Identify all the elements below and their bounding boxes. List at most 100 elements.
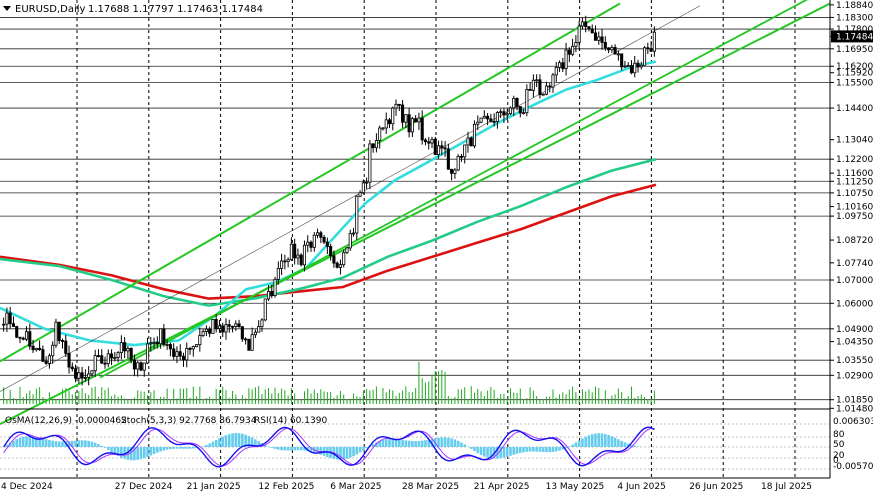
- candle-body: [649, 48, 653, 52]
- candle-body: [44, 360, 48, 364]
- candle-body: [162, 328, 166, 346]
- price-label: 1.17800: [836, 25, 873, 35]
- candle-body: [384, 119, 388, 129]
- candle-body: [476, 121, 480, 125]
- candle-body: [289, 243, 293, 261]
- candle-body: [515, 98, 519, 107]
- candle-body: [195, 344, 199, 348]
- candle-body: [5, 312, 9, 325]
- price-label: 1.01480: [836, 404, 873, 414]
- candle-body: [587, 26, 591, 30]
- candle-body: [557, 62, 562, 68]
- ind-level-80: 80: [833, 430, 845, 440]
- price-label: 1.15920: [836, 69, 873, 79]
- candle-body: [440, 145, 444, 149]
- stoch-main-line: [3, 426, 655, 468]
- candle-body: [391, 107, 395, 125]
- candle-body: [221, 325, 225, 333]
- candle-body: [77, 372, 81, 379]
- candle-body: [446, 148, 450, 170]
- candle-body: [302, 244, 307, 266]
- candle-body: [652, 31, 656, 52]
- candle-body: [433, 138, 437, 155]
- candle-body: [499, 111, 503, 114]
- candle-body: [152, 341, 156, 344]
- candle-body: [613, 47, 617, 55]
- price-label: 1.04900: [836, 325, 873, 335]
- candle-body: [623, 65, 627, 68]
- candle-body: [38, 347, 42, 351]
- candle-body: [208, 328, 212, 334]
- candle-body: [387, 119, 392, 125]
- candle-body: [584, 21, 588, 27]
- collapse-triangle-icon[interactable]: [3, 6, 11, 11]
- time-label: 21 Jan 2025: [187, 482, 241, 492]
- candle-body: [518, 106, 522, 114]
- price-label: 1.04350: [836, 338, 873, 348]
- candle-body: [574, 42, 578, 47]
- candle-body: [113, 357, 117, 359]
- candle-body: [371, 143, 375, 149]
- candle-body: [342, 252, 346, 266]
- candle-body: [175, 351, 179, 357]
- candle-body: [299, 254, 303, 266]
- ma-line-green: [0, 157, 657, 307]
- horizontal-levels: [0, 17, 830, 401]
- time-label: 26 Jun 2025: [689, 482, 743, 492]
- candle-body: [266, 290, 271, 300]
- candle-body: [643, 47, 647, 66]
- price-label: 1.11600: [836, 169, 873, 179]
- candle-body: [554, 67, 558, 76]
- candle-body: [453, 169, 457, 174]
- candle-body: [525, 89, 529, 114]
- time-label: 6 Mar 2025: [330, 482, 381, 492]
- candle-body: [482, 115, 486, 119]
- candle-body: [397, 103, 401, 106]
- candle-body: [541, 93, 545, 96]
- candle-body: [159, 328, 163, 345]
- price-label: 1.14400: [836, 104, 873, 114]
- candle-body: [620, 53, 624, 68]
- price-label: 1.16200: [836, 62, 873, 72]
- ind-axis-bottom: -0.005702: [833, 462, 873, 472]
- candle-body: [106, 353, 110, 365]
- price-label: 1.06000: [836, 299, 873, 309]
- time-label: 27 Dec 2024: [115, 482, 173, 492]
- candle-body: [603, 42, 607, 49]
- candle-body: [365, 181, 369, 184]
- candle-body: [93, 355, 97, 372]
- candle-body: [191, 346, 195, 350]
- candle-body: [168, 344, 172, 350]
- time-axis-labels: 4 Dec 2024 27 Dec 2024 21 Jan 2025 12 Feb 2…: [1, 482, 812, 492]
- candle-body: [280, 260, 284, 269]
- candle-body: [580, 21, 584, 27]
- candle-body: [11, 323, 15, 327]
- price-label: 1.11250: [836, 177, 873, 187]
- candle-body: [593, 32, 598, 41]
- price-label: 1.02900: [836, 371, 873, 381]
- channel-upper: [0, 2, 621, 363]
- candle-body: [551, 74, 555, 88]
- candle-body: [276, 268, 280, 280]
- candle-body: [90, 370, 94, 375]
- price-label: 1.18300: [836, 13, 873, 23]
- price-label: 1.08720: [836, 236, 873, 246]
- candle-body: [142, 362, 146, 371]
- candle-body: [401, 104, 405, 123]
- moving-averages: [0, 60, 657, 347]
- candle-body: [417, 117, 421, 123]
- candle-body: [456, 155, 460, 171]
- candle-body: [358, 192, 362, 197]
- time-label: 21 Apr 2025: [474, 482, 530, 492]
- candle-body: [378, 127, 382, 141]
- candle-body: [31, 345, 35, 351]
- candle-body: [80, 372, 84, 379]
- candle-body: [459, 155, 463, 158]
- candle-body: [149, 342, 153, 345]
- candle-body: [237, 323, 241, 328]
- candle-body: [116, 352, 120, 358]
- time-label: 4 Jun 2025: [617, 482, 665, 492]
- candle-body: [535, 79, 539, 82]
- price-label: 1.15500: [836, 78, 873, 88]
